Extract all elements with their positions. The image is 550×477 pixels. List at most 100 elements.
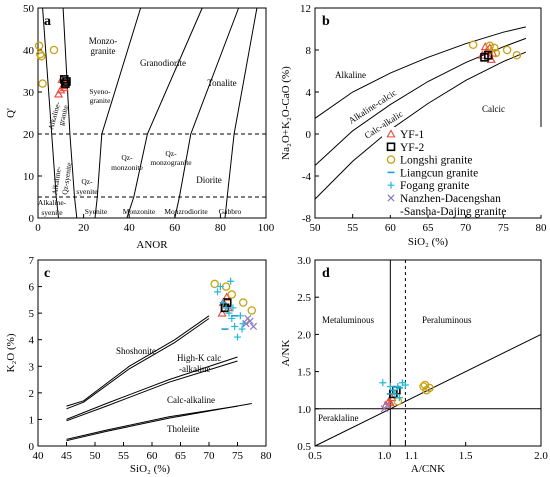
field-alkaline-qz-syenite-2: Qz-syenite xyxy=(60,161,74,195)
panel-a-ytick-label: 0 xyxy=(29,213,35,225)
panel-b-ytick-label: 8 xyxy=(306,45,312,57)
panel-a-boundary-1 xyxy=(62,7,78,219)
panel-c-ytick-label: 4 xyxy=(29,335,35,347)
panel-c-points xyxy=(210,277,258,341)
panel-c-point-longshi xyxy=(210,279,219,289)
panel-b-point-yf1 xyxy=(480,42,490,51)
panel-b-ytick-label: 12 xyxy=(300,3,311,15)
field-alkaline: Alkaline xyxy=(335,70,366,80)
field-peraluminous: Peraluminous xyxy=(422,315,472,325)
panel-d-point-nanzhen xyxy=(383,401,391,409)
field-tonalite: Tonalite xyxy=(207,78,236,88)
panel-b-ytick-label: -8 xyxy=(302,213,312,225)
panel-a-boundary-4 xyxy=(174,7,240,219)
panel-c-point-fogang xyxy=(229,304,237,312)
field-syenite: Syenite xyxy=(85,207,108,216)
field-syeno-granite-2: granite xyxy=(90,96,111,105)
panel-c-xtick-label: 75 xyxy=(232,450,244,462)
field-syeno-granite-1: Syeno- xyxy=(89,87,111,96)
panel-d-xlabel: A/CNK xyxy=(411,463,445,475)
panel-c-point-longshi xyxy=(247,306,256,315)
panel-b-xtick-label: 70 xyxy=(460,222,472,234)
field-peraklaline: Peraklaline xyxy=(318,413,358,423)
legend-label-longshi: Longshi granite xyxy=(400,155,473,167)
panel-d-point-fogang xyxy=(395,394,403,402)
panel-d-label: d xyxy=(322,266,330,281)
panel-d-ytick-label: 3.0 xyxy=(297,255,311,267)
panel-d-frame xyxy=(314,259,542,447)
legend-label-nanzhen-continued: -Sansha-Dajing granite xyxy=(400,206,506,218)
panel-b-point-longshi xyxy=(512,51,522,60)
panel-c-curve-5 xyxy=(66,403,252,442)
panel-a-ticks: 0 20 40 60 80 100 0 10 20 30 40 50 xyxy=(23,3,275,234)
legend-label-yf1: YF-1 xyxy=(400,129,425,141)
panel-d-line-diagonal xyxy=(314,333,542,447)
panel-c-xtick-label: 45 xyxy=(61,450,73,462)
panel-a-point-longshi xyxy=(49,45,59,55)
field-monzonite: Monzonite xyxy=(123,207,156,216)
panel-d: d 0.5 1.0 1.1 1.5 2.0 0.5 1.0 1.5 2.0 2.5 3.0 A/CN… xyxy=(280,255,548,475)
panel-d-point-fogang xyxy=(401,381,409,389)
legend-label-liangcun: Liangcun granite xyxy=(400,167,478,179)
panel-c-point-fogang xyxy=(231,322,239,330)
panel-d-lines xyxy=(314,260,542,447)
field-qz-syenite-2: syenite xyxy=(76,187,98,196)
panel-c-xtick-label: 55 xyxy=(118,450,130,462)
panel-a-label: a xyxy=(44,14,51,29)
panel-b-curve-0 xyxy=(314,26,527,119)
panel-c-curves xyxy=(66,315,252,442)
panel-b-point-yf2 xyxy=(483,50,493,60)
panel-c-label: c xyxy=(44,266,50,281)
panel-b-label: b xyxy=(322,14,330,29)
field-alkaline-qz-syenite-1: Alkaline- xyxy=(50,165,63,195)
panel-a-boundary-0 xyxy=(42,7,59,219)
panel-c-xtick-label: 60 xyxy=(147,450,159,462)
panel-c-xtick-label: 65 xyxy=(175,450,187,462)
panel-a-point-longshi xyxy=(34,41,44,51)
panel-d-ytick-label: 1.0 xyxy=(297,404,311,416)
panel-a-ytick-label: 20 xyxy=(23,129,35,141)
panel-a-ytick-label: 50 xyxy=(23,3,35,15)
legend-plus-icon xyxy=(387,181,395,189)
panel-d-point-fogang xyxy=(386,382,394,390)
panel-b-curve-1 xyxy=(314,37,527,166)
panel-b-xlabel: SiO₂ (%) xyxy=(408,236,449,248)
panel-b-xtick-label: 55 xyxy=(347,222,359,234)
panel-a-ytick-label: 40 xyxy=(23,45,35,57)
panel-c-ytick-label: 6 xyxy=(29,282,35,294)
legend-square-icon xyxy=(386,142,396,152)
panel-c-point-fogang xyxy=(227,277,235,285)
panel-c-ytick-label: 1 xyxy=(29,414,35,426)
panel-b-ticks: 50 55 60 65 70 75 80 -8 -4 0 4 8 12 xyxy=(300,3,547,234)
panel-a-point-longshi xyxy=(38,79,47,88)
field-shoshonite: Shoshonite xyxy=(116,346,156,356)
panel-b-xtick-label: 75 xyxy=(498,222,510,234)
panel-c-point-longshi xyxy=(227,290,237,299)
panel-c-xtick-label: 50 xyxy=(90,450,102,462)
panel-b-xtick-label: 50 xyxy=(310,222,322,234)
field-alkaline-syenite-1: Alkaline- xyxy=(38,198,67,207)
panel-d-ytick-label: 1.5 xyxy=(297,367,311,379)
panel-a-points xyxy=(34,41,71,98)
field-calcic: Calcic xyxy=(482,104,505,114)
panel-a-boundary-5 xyxy=(224,7,258,219)
legend-circle-icon xyxy=(386,155,396,164)
panel-c-ytick-label: 0 xyxy=(29,441,35,453)
panel-c-point-fogang xyxy=(222,304,230,312)
panel-c-point-fogang xyxy=(219,299,227,307)
legend-background xyxy=(382,127,542,215)
panel-b-xtick-label: 80 xyxy=(536,222,548,234)
legend-label-fogang: Fogang granite xyxy=(400,180,469,192)
field-high-k-calc-1: High-K calc xyxy=(177,353,221,363)
panel-a-frame xyxy=(37,7,267,219)
panel-a-boundary-3 xyxy=(126,7,203,219)
panel-c-xtick-label: 70 xyxy=(204,450,216,462)
panel-a-xtick-label: 40 xyxy=(124,222,136,234)
panel-c-point-fogang xyxy=(234,333,241,341)
panel-b-point-longshi xyxy=(468,40,478,50)
panel-a-point-yf2 xyxy=(61,79,70,88)
field-monzrodiorite: Monzrodiorite xyxy=(164,207,208,216)
